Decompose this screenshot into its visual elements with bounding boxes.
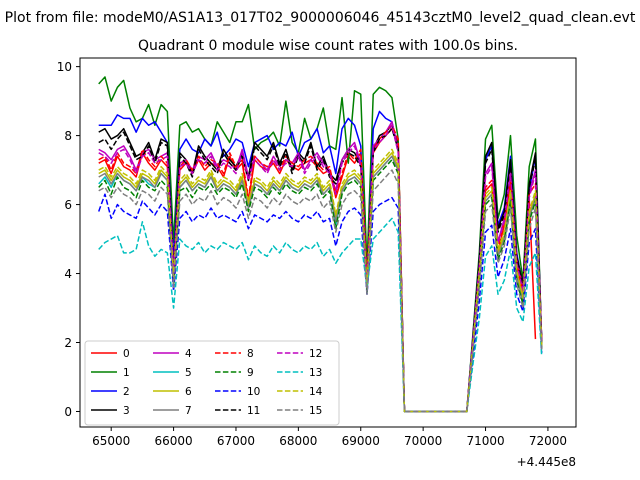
series-line-9 (98, 158, 543, 413)
y-tick-label: 2 (64, 336, 72, 350)
legend-frame (84, 340, 340, 426)
legend-label-4: 4 (185, 348, 192, 360)
x-tick-label: 65000 (92, 434, 130, 448)
legend-label-13: 13 (309, 367, 322, 379)
legend-label-10: 10 (247, 386, 260, 398)
y-tick-label: 0 (64, 405, 72, 419)
legend-label-8: 8 (247, 348, 254, 360)
legend-label-14: 14 (309, 386, 323, 398)
legend-label-11: 11 (247, 405, 260, 417)
legend-label-3: 3 (123, 405, 130, 417)
y-axis: 0 2 4 6 8 10 (57, 60, 80, 419)
legend-label-0: 0 (123, 348, 130, 360)
plot-area-frame (79, 57, 577, 428)
series-layer (98, 76, 543, 413)
y-tick-label: 8 (64, 129, 72, 143)
x-offset-label: +4.445e8 (517, 455, 576, 469)
x-tick-label: 69000 (342, 434, 380, 448)
legend-label-15: 15 (309, 405, 322, 417)
legend-label-7: 7 (185, 405, 192, 417)
x-tick-label: 72000 (529, 434, 567, 448)
chart-title: Quadrant 0 module wise count rates with … (138, 38, 518, 54)
x-tick-label: 70000 (404, 434, 442, 448)
legend-label-12: 12 (309, 348, 322, 360)
figure-suptitle: Plot from file: modeM0/AS1A13_017T02_900… (5, 10, 636, 26)
x-tick-label: 66000 (154, 434, 192, 448)
legend-label-5: 5 (185, 367, 192, 379)
legend-label-6: 6 (185, 386, 192, 398)
y-tick-label: 4 (64, 267, 72, 281)
x-tick-label: 68000 (279, 434, 317, 448)
legend-label-1: 1 (123, 367, 130, 379)
legend-label-9: 9 (247, 367, 254, 379)
series-line-14 (98, 148, 543, 413)
y-tick-label: 6 (64, 198, 72, 212)
x-tick-label: 71000 (466, 434, 504, 448)
series-line-15 (98, 169, 543, 413)
x-axis: 65000 66000 67000 68000 69000 70000 71000 72000 (92, 427, 567, 448)
x-tick-label: 67000 (217, 434, 255, 448)
legend-label-2: 2 (123, 386, 130, 398)
y-tick-label: 10 (57, 60, 72, 74)
